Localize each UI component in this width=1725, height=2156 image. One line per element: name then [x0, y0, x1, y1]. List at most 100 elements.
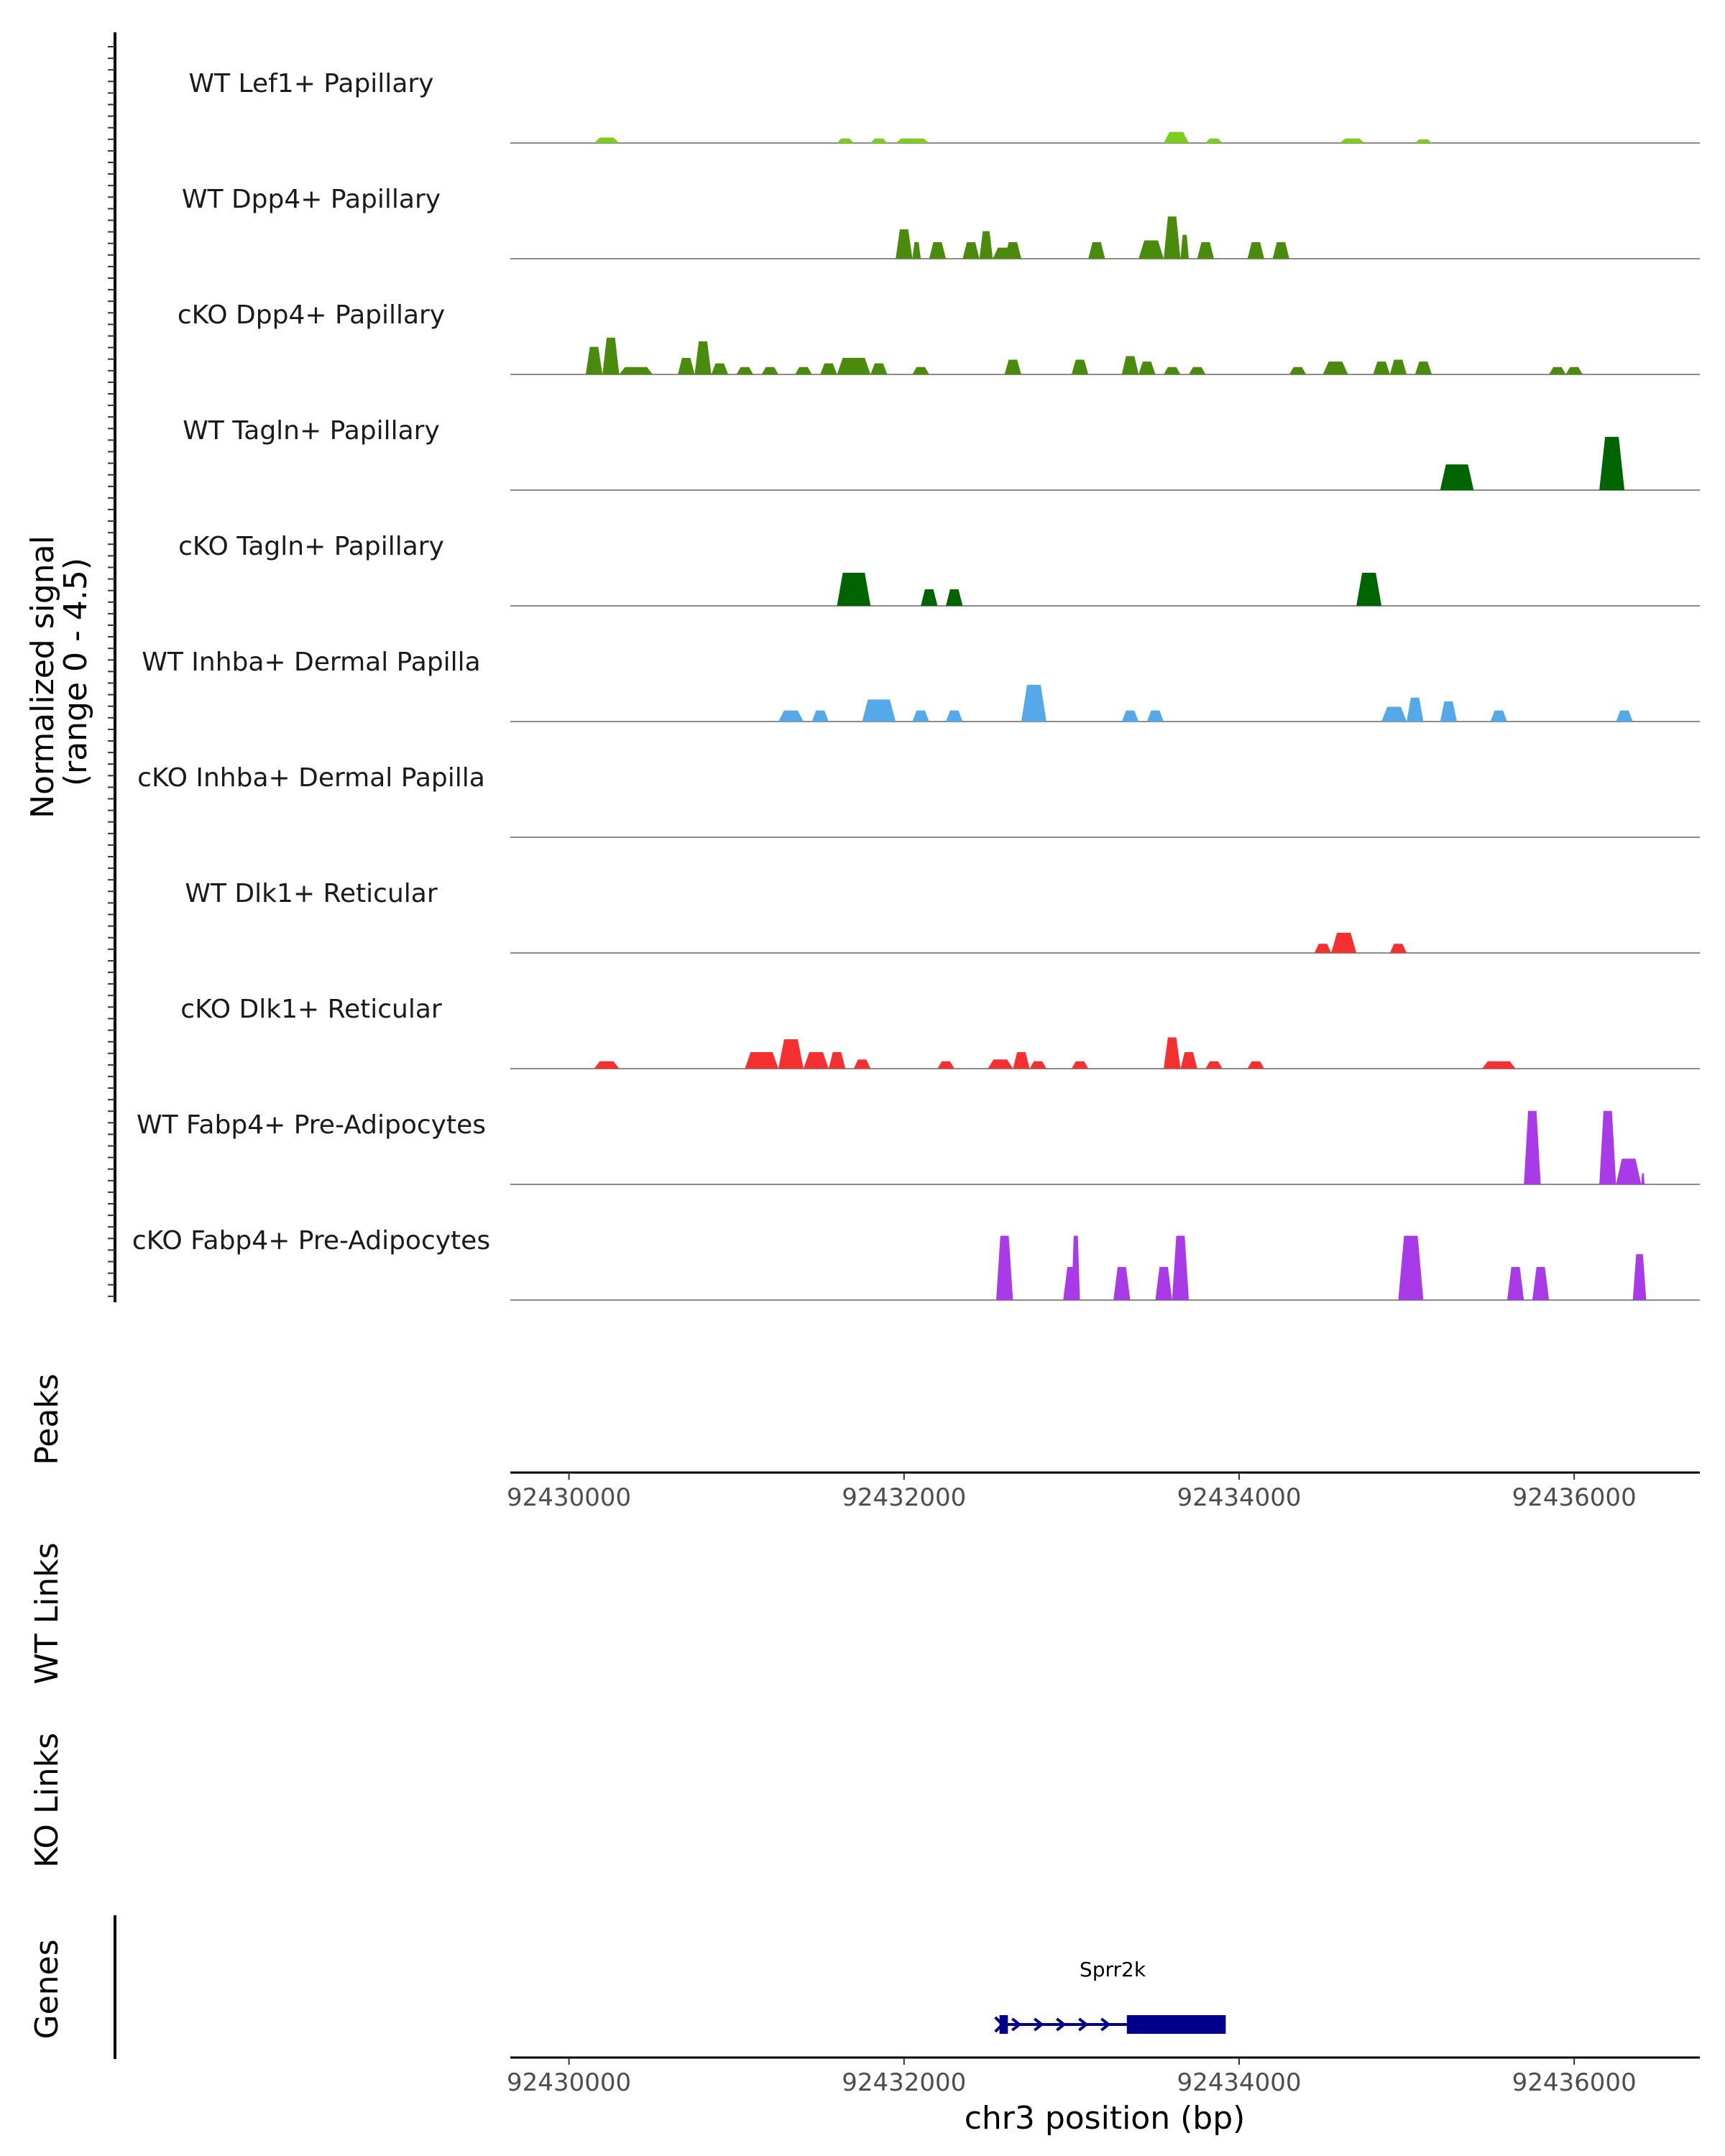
track-label: cKO Inhba+ Dermal Papilla — [137, 763, 485, 793]
track-label: WT Dpp4+ Papillary — [182, 185, 441, 214]
coverage-peak — [619, 367, 653, 374]
coverage-peak — [1172, 1235, 1190, 1300]
x-axis-title: chr3 position (bp) — [965, 2100, 1246, 2137]
peaks-panel-label: Peaks — [29, 1373, 65, 1465]
coverage-peak — [1565, 367, 1583, 374]
coverage-peak — [853, 1059, 871, 1069]
coverage-peak — [1113, 1267, 1131, 1300]
coverage-peak — [1322, 361, 1348, 374]
coverage-peak — [1440, 464, 1474, 490]
coverage-peak — [1071, 359, 1089, 374]
wt-links-panel-label: WT Links — [29, 1542, 65, 1684]
coverage-peak — [1440, 701, 1458, 722]
coverage-peak — [1398, 1235, 1424, 1300]
coverage-peak — [828, 1052, 846, 1069]
coverage-peak — [694, 341, 712, 374]
strand-arrow — [1034, 2017, 1044, 2032]
x-tick-label: 92436000 — [1512, 2068, 1637, 2097]
coverage-peak — [1197, 242, 1215, 259]
track-label: WT Fabp4+ Pre-Adipocytes — [137, 1110, 486, 1140]
track-label: cKO Dlk1+ Reticular — [180, 995, 442, 1024]
coverage-peak — [1506, 1267, 1524, 1300]
coverage-peak — [711, 363, 729, 374]
coverage-peak — [1289, 367, 1307, 374]
coverage-peak — [1414, 139, 1432, 143]
coverage-peak — [979, 231, 993, 259]
coverage-peak — [896, 138, 929, 143]
coverage-peak — [862, 699, 896, 722]
coverage-peak — [1373, 361, 1390, 374]
coverage-peak — [585, 346, 603, 374]
coverage-peak — [1180, 1052, 1197, 1069]
x-axis-top: 92430000 92432000 92434000 92436000 — [507, 1471, 1700, 1512]
coverage-peak — [1247, 242, 1264, 259]
coverage-peak — [1524, 1110, 1541, 1184]
coverage-peak — [1189, 367, 1206, 374]
strand-arrow — [1100, 2017, 1111, 2032]
coverage-peak — [1381, 706, 1407, 722]
coverage-peak — [1616, 1158, 1642, 1184]
y-axis-title: Normalized signal (range 0 - 4.5) — [24, 525, 94, 819]
coverage-peak — [1356, 573, 1382, 606]
x-tick-label: 92432000 — [842, 2068, 966, 2097]
coverage-peak — [1616, 710, 1633, 722]
coverage-peak — [946, 589, 963, 606]
coverage-peak — [1205, 138, 1223, 143]
coverage-peak — [1532, 1267, 1550, 1300]
genes-panel-label: Genes — [29, 1939, 65, 2039]
coverage-peak — [736, 367, 753, 374]
ko-links-panel-label: KO Links — [29, 1733, 65, 1868]
coverage-peak — [1180, 234, 1190, 259]
coverage-peak — [962, 242, 980, 259]
coverage-peak — [1071, 1235, 1080, 1300]
coverage-peak — [1088, 242, 1105, 259]
coverage-peak — [1164, 216, 1181, 259]
coverage-peak — [678, 358, 695, 374]
x-tick-label: 92430000 — [507, 1483, 631, 1512]
coverage-peak — [837, 358, 871, 374]
gene-exon — [1126, 2015, 1226, 2034]
coverage-peak — [1121, 710, 1139, 722]
coverage-peak — [1389, 944, 1407, 953]
coverage-peak — [1138, 240, 1164, 259]
x-tick-label: 92432000 — [842, 1483, 966, 1512]
coverage-peak — [912, 242, 921, 259]
coverage-peak — [795, 367, 812, 374]
coverage-peak — [1331, 932, 1357, 953]
x-tick-label: 92436000 — [1512, 1483, 1637, 1512]
coverage-peak — [1205, 1061, 1223, 1069]
coverage-peak — [837, 138, 854, 143]
track-label: WT Inhba+ Dermal Papilla — [142, 648, 480, 677]
coverage-peak — [1247, 1061, 1264, 1069]
coverage-peak — [896, 229, 913, 259]
strand-arrow — [1056, 2017, 1067, 2032]
coverage-peak — [1414, 361, 1432, 374]
coverage-peak — [1599, 1110, 1616, 1184]
track-label: WT Tagln+ Papillary — [183, 416, 440, 446]
coverage-peak — [1314, 944, 1332, 953]
x-tick-label: 92434000 — [1177, 2068, 1301, 2097]
coverage-peak — [1272, 242, 1289, 259]
coverage-peak — [995, 1235, 1013, 1300]
track-label: WT Dlk1+ Reticular — [185, 879, 437, 908]
track-label: cKO Tagln+ Papillary — [178, 532, 444, 561]
coverage-peak — [811, 710, 829, 722]
coverage-peak — [912, 710, 929, 722]
x-tick-label: 92430000 — [507, 2068, 631, 2097]
strand-arrow — [1011, 2017, 1022, 2032]
coverage-peak — [1138, 361, 1156, 374]
strand-arrow — [1078, 2017, 1089, 2032]
track-label: WT Lef1+ Papillary — [189, 69, 434, 98]
coverage-peak — [946, 710, 963, 722]
coverage-peak — [1071, 1061, 1089, 1069]
gene-track — [994, 2015, 1226, 2034]
coverage-peak — [1389, 359, 1407, 374]
y-axis-title-line-2: (range 0 - 4.5) — [58, 558, 94, 786]
strand-arrow — [994, 2016, 1005, 2033]
coverage-peak — [1164, 132, 1190, 143]
coverage-peak — [1599, 436, 1625, 490]
coverage-peak — [594, 137, 620, 143]
track-label: cKO Fabp4+ Pre-Adipocytes — [132, 1226, 490, 1256]
x-axis-bottom: 92430000 92432000 92434000 92436000 — [507, 2056, 1700, 2097]
